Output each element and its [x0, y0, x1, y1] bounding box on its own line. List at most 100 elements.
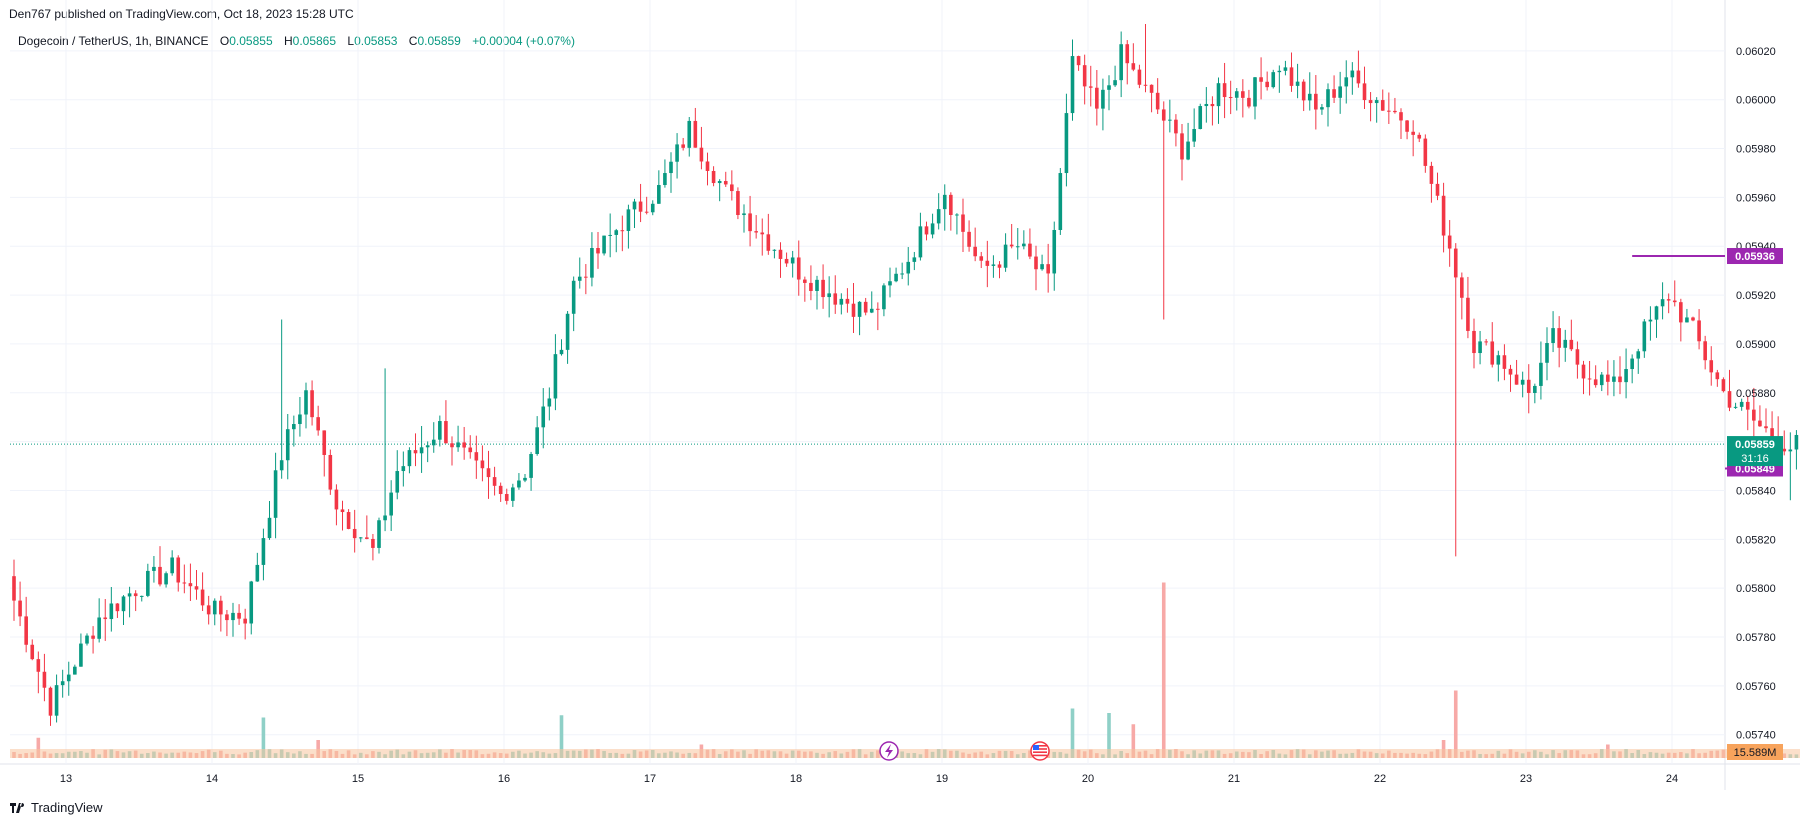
candle-body	[1648, 319, 1653, 322]
candle-body	[681, 144, 685, 148]
price-tick-label: 0.05920	[1736, 290, 1776, 302]
candle-body	[590, 248, 594, 278]
price-axis[interactable]: 0.060200.060000.059800.059600.059400.059…	[1727, 46, 1783, 760]
candle-body	[1551, 328, 1555, 344]
candle-body	[1192, 129, 1196, 142]
time-tick-label: 23	[1520, 773, 1532, 785]
candle-body	[1739, 401, 1744, 407]
candle-body	[328, 454, 333, 490]
candle-body	[438, 421, 442, 440]
candle-body	[1770, 428, 1774, 438]
candle-body	[942, 194, 947, 210]
candle-body	[888, 281, 892, 286]
candle-body	[1752, 409, 1756, 421]
candle-body	[304, 390, 308, 415]
candle-body	[298, 414, 302, 425]
candle-body	[1727, 391, 1732, 408]
candle-body	[699, 147, 704, 162]
candle-body	[48, 687, 53, 716]
candle-body	[1301, 81, 1306, 101]
candle-body	[1289, 67, 1294, 86]
candle-body	[492, 477, 497, 486]
candle-body	[1745, 401, 1750, 410]
flag-stripe	[1033, 748, 1047, 750]
candle-body	[961, 214, 965, 232]
candle-body	[1022, 243, 1026, 247]
candle-body	[559, 349, 564, 355]
us-flag-event-icon	[1030, 741, 1050, 761]
candle-body	[273, 470, 278, 518]
candle-body	[358, 537, 363, 539]
close-value: 0.05859	[417, 34, 461, 48]
candle-body	[1429, 165, 1434, 184]
time-tick-label: 19	[936, 773, 948, 785]
candle-body	[693, 120, 698, 148]
candle-body	[894, 273, 898, 282]
footer-brand: TradingView	[31, 800, 103, 815]
candle-body	[596, 248, 600, 254]
candle-body	[1782, 448, 1787, 452]
candle-body	[796, 257, 801, 280]
candle-body	[711, 170, 716, 184]
candle-body	[523, 477, 527, 481]
candle-body	[1216, 83, 1221, 107]
candle-body	[352, 528, 357, 539]
candle-body	[1015, 246, 1020, 248]
candle-body	[815, 279, 819, 291]
candle-body	[1350, 70, 1355, 78]
candle-body	[1180, 133, 1184, 160]
candle-body	[1368, 100, 1373, 104]
candle-body	[365, 537, 369, 539]
candle-body	[1314, 93, 1318, 110]
price-tick-label: 0.05820	[1736, 534, 1776, 546]
candle-body	[267, 517, 272, 539]
candle-body	[1131, 63, 1136, 70]
candle-body	[936, 209, 941, 224]
candle-body	[517, 480, 521, 488]
price-chart[interactable]: 0.060200.060000.059800.059600.059400.059…	[0, 0, 1800, 800]
candle-body	[863, 301, 868, 313]
candle-body	[1222, 83, 1227, 98]
candle-body	[748, 213, 752, 232]
time-axis[interactable]: 13 14 15 16 17 18 19 20 21 22 23 24	[60, 773, 1678, 785]
candle-body	[857, 301, 862, 317]
candle-body	[200, 589, 205, 606]
candle-body	[1666, 299, 1671, 301]
candle-body	[419, 447, 424, 454]
candle-body	[474, 452, 479, 461]
high-label: H	[283, 34, 293, 48]
candle-body	[839, 298, 844, 305]
candle-body	[1241, 91, 1245, 98]
candle-body	[1034, 256, 1038, 270]
tradingview-icon	[10, 802, 25, 813]
candle-body	[1332, 89, 1336, 98]
candle-body	[1478, 341, 1482, 354]
candle-body	[1788, 449, 1793, 452]
candle-body	[133, 593, 138, 597]
candle-body	[1508, 368, 1513, 375]
candle-body	[1155, 92, 1160, 110]
candle-body	[243, 618, 247, 624]
candle-body	[650, 203, 655, 213]
candle-body	[377, 520, 381, 548]
candle-body	[413, 450, 418, 454]
candle-body	[1472, 330, 1476, 354]
candle-body	[1466, 297, 1470, 331]
open-value: 0.05855	[229, 34, 273, 48]
candle-body	[249, 581, 254, 624]
candle-body	[310, 390, 314, 418]
candle-body	[1599, 374, 1604, 386]
flag-stripe	[1033, 745, 1047, 747]
candle-body	[1606, 374, 1610, 382]
candle-body	[389, 492, 393, 516]
candle-body	[827, 293, 831, 298]
candle-body	[1539, 362, 1543, 386]
candle-body	[851, 303, 856, 317]
candle-body	[1672, 300, 1677, 303]
candle-body	[1733, 406, 1738, 408]
candle-body	[1234, 91, 1239, 98]
candle-body	[206, 605, 211, 615]
candle-body	[498, 485, 503, 495]
candle-body	[1137, 69, 1142, 85]
candle-body	[127, 593, 132, 597]
